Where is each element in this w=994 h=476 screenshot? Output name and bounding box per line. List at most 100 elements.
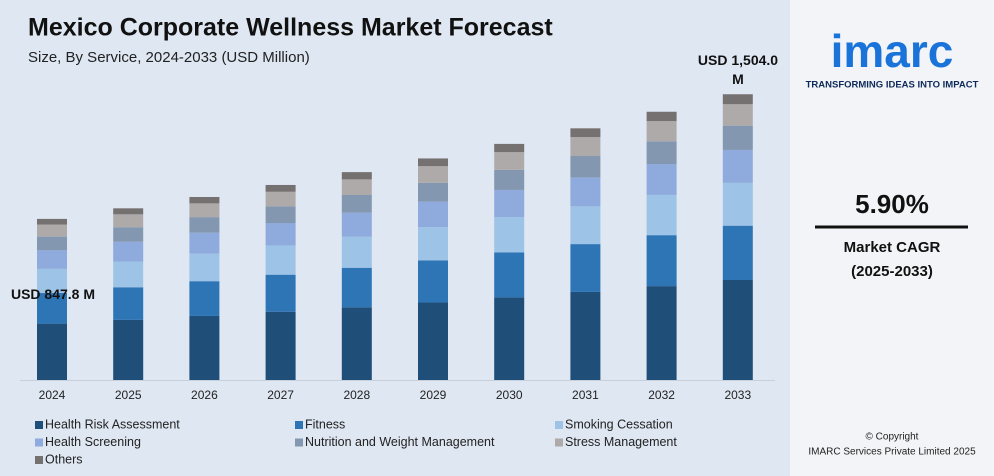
cagr-value: 5.90%: [855, 189, 929, 219]
bar-segment: [646, 121, 677, 142]
end-annotation: USD 1,504.0 M: [697, 52, 779, 87]
bar-segment: [418, 302, 448, 380]
bar-segment: [722, 182, 753, 226]
bar-segment: [37, 224, 67, 237]
bar-segment: [722, 225, 753, 280]
company: IMARC Services Private Limited 2025: [808, 447, 976, 458]
bar-segment: [113, 214, 144, 228]
bar-segment: [265, 191, 296, 207]
bar-segment: [494, 297, 525, 380]
bar-segment: [570, 128, 601, 138]
bar-segment: [37, 293, 67, 324]
bar-segment: [418, 201, 448, 228]
bar-segment: [341, 172, 372, 180]
legend-swatch: [555, 438, 563, 447]
bar-segment: [189, 196, 220, 204]
legend-label: Others: [45, 452, 83, 466]
legend-label: Health Screening: [45, 435, 141, 449]
bar-segment: [570, 291, 601, 380]
bar-segment: [418, 182, 448, 202]
bar-segment: [265, 245, 296, 275]
bar-segment: [646, 111, 677, 122]
bar-segment: [494, 152, 525, 170]
bar-segment: [646, 286, 677, 380]
bar-segment: [341, 236, 372, 268]
bar-segment: [418, 158, 448, 167]
bar-segment: [494, 189, 525, 218]
bar-segment: [722, 279, 753, 380]
bar-segment: [418, 166, 448, 183]
sidebar-background: [790, 0, 994, 476]
bar-segment: [37, 236, 67, 251]
bar-segment: [570, 137, 601, 157]
bar-segment: [341, 267, 372, 308]
bar-segment: [189, 232, 220, 254]
bar-segment: [341, 194, 372, 213]
bar-segment: [646, 164, 677, 195]
x-tick-label: 2026: [191, 388, 218, 402]
bar-segment: [722, 94, 753, 105]
legend-swatch: [35, 421, 43, 429]
x-tick-label: 2025: [115, 388, 142, 402]
legend-label: Smoking Cessation: [565, 417, 673, 431]
logo: imarc: [831, 25, 954, 77]
bar-segment: [418, 260, 448, 303]
x-tick-label: 2030: [496, 388, 523, 402]
bar-segment: [722, 125, 753, 150]
x-tick-label: 2028: [343, 388, 370, 402]
legend-swatch: [295, 438, 303, 447]
bar-segment: [37, 250, 67, 269]
legend-label: Stress Management: [565, 435, 677, 449]
bar-segment: [37, 323, 67, 380]
bar-segment: [570, 244, 601, 292]
bar-segment: [189, 253, 220, 282]
bar-segment: [189, 315, 220, 380]
bar-segment: [37, 218, 67, 225]
bar-segment: [265, 184, 296, 192]
bar-segment: [113, 287, 144, 320]
bar-segment: [722, 104, 753, 126]
x-tick-label: 2027: [267, 388, 294, 402]
chart-title: Mexico Corporate Wellness Market Forecas…: [28, 14, 553, 42]
x-tick-label: 2024: [39, 388, 66, 402]
bar-segment: [570, 177, 601, 207]
bar-segment: [113, 241, 144, 262]
x-tick-label: 2031: [572, 388, 599, 402]
bar-segment: [341, 179, 372, 195]
bar-segment: [341, 307, 372, 380]
bar-segment: [113, 261, 144, 288]
bar-segment: [722, 149, 753, 183]
bar-segment: [189, 217, 220, 233]
bar-segment: [494, 169, 525, 190]
legend-swatch: [35, 438, 43, 447]
bar-segment: [37, 268, 67, 294]
bar-segment: [646, 194, 677, 236]
bar-segment: [646, 141, 677, 165]
start-annotation: USD 847.8 M: [10, 286, 96, 302]
legend-label: Fitness: [305, 417, 345, 431]
bar-segment: [113, 208, 144, 215]
bar-segment: [570, 206, 601, 245]
x-tick-label: 2033: [724, 388, 751, 402]
legend-swatch: [35, 456, 43, 464]
tagline: TRANSFORMING IDEAS INTO IMPACT: [806, 80, 979, 91]
legend-label: Health Risk Assessment: [45, 417, 180, 431]
copyright: © Copyright: [866, 432, 919, 443]
cagr-label: Market CAGR: [844, 239, 941, 256]
cagr-period: (2025-2033): [851, 263, 933, 280]
bar-segment: [341, 212, 372, 237]
bar-segment: [113, 319, 144, 380]
bar-segment: [570, 156, 601, 178]
x-tick-label: 2029: [420, 388, 447, 402]
bar-segment: [494, 143, 525, 153]
bar-segment: [113, 227, 144, 242]
bar-segment: [189, 281, 220, 316]
bar-segment: [189, 203, 220, 218]
legend-swatch: [295, 421, 303, 429]
bar-segment: [494, 252, 525, 298]
bar-segment: [494, 217, 525, 253]
chart-subtitle: Size, By Service, 2024-2033 (USD Million…: [28, 49, 310, 66]
bar-segment: [265, 311, 296, 380]
